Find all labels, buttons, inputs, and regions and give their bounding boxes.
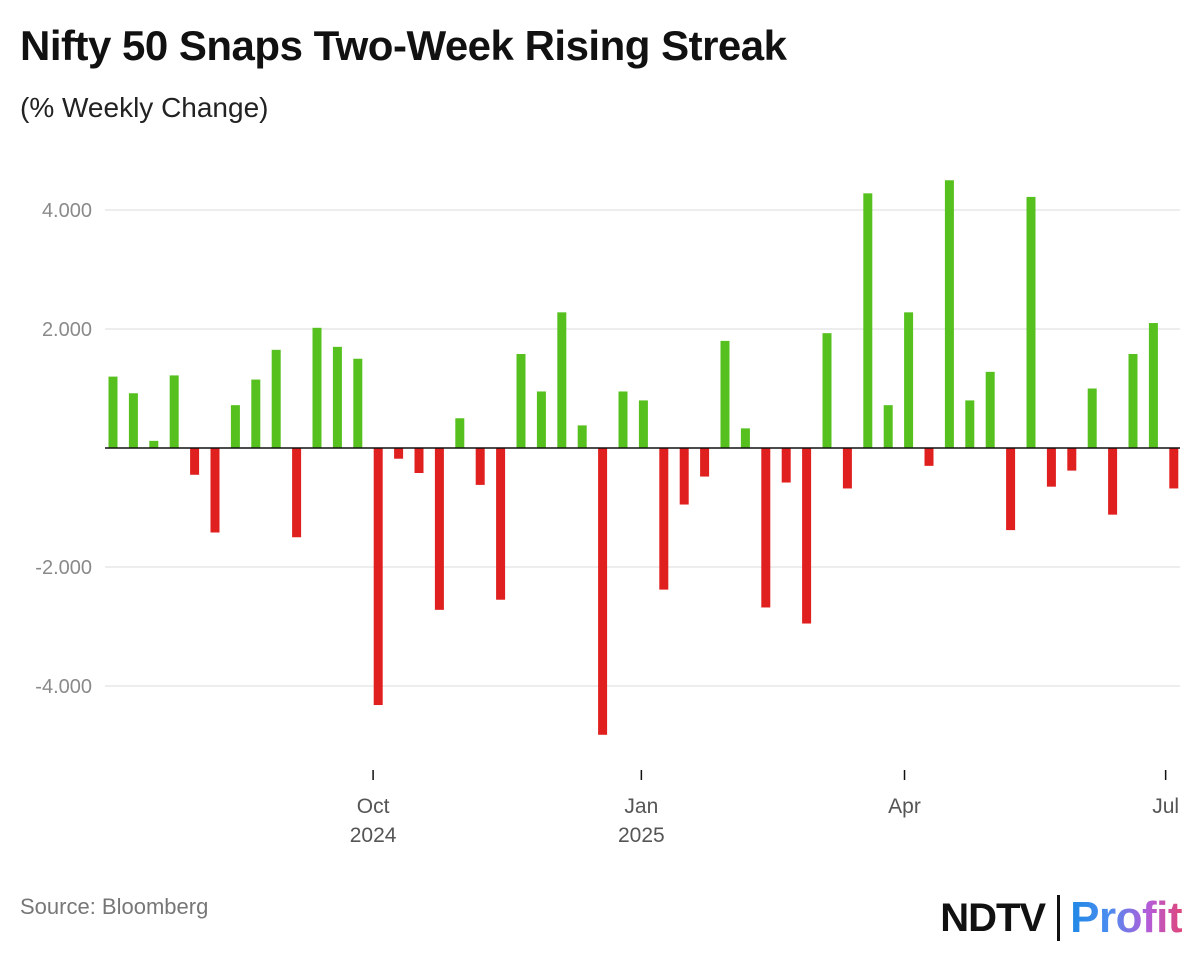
x-tick-label: Oct: [357, 795, 390, 818]
bar: [1148, 323, 1158, 448]
x-tick-label: Jul: [1152, 795, 1179, 818]
bar: [659, 448, 669, 590]
y-tick-label: 2.000: [42, 319, 92, 341]
bar: [292, 448, 302, 538]
bar: [373, 448, 383, 706]
bar: [720, 340, 730, 448]
bar: [312, 327, 322, 448]
bar: [985, 371, 995, 448]
bar: [516, 353, 526, 448]
bar: [638, 400, 648, 448]
chart-subtitle: (% Weekly Change): [20, 92, 269, 123]
bar: [536, 391, 546, 448]
bar: [190, 448, 200, 475]
bar: [842, 448, 852, 489]
bar: [679, 448, 689, 505]
x-tick-label: Jan: [624, 795, 658, 818]
x-tick-year-label: 2025: [618, 824, 665, 847]
bar: [1087, 388, 1097, 448]
bar: [353, 358, 363, 448]
bar: [128, 393, 138, 448]
bar: [700, 448, 710, 477]
bar: [149, 440, 159, 448]
bar: [1067, 448, 1077, 471]
bar: [965, 400, 975, 448]
chart-title: Nifty 50 Snaps Two-Week Rising Streak: [20, 22, 787, 69]
bar: [1046, 448, 1056, 487]
bar: [802, 448, 812, 624]
bar: [781, 448, 791, 483]
bar: [1128, 353, 1138, 448]
bar: [332, 346, 342, 448]
bar: [475, 448, 485, 485]
bar: [822, 333, 832, 448]
x-tick-label: Apr: [888, 795, 921, 818]
logo-ndtv-text: NDTV: [940, 895, 1046, 940]
bar: [108, 376, 118, 448]
bar: [455, 418, 465, 448]
ndtv-profit-logo: NDTV Profit: [940, 890, 1182, 946]
bar: [414, 448, 424, 473]
bar: [1026, 196, 1036, 448]
y-tick-label: -2.000: [35, 557, 92, 579]
y-tick-label: -4.000: [35, 676, 92, 698]
source-note: Source: Bloomberg: [20, 894, 209, 919]
bar: [618, 391, 628, 448]
bar: [251, 379, 261, 448]
bar: [557, 312, 567, 448]
bar: [577, 425, 587, 448]
bar: [1108, 448, 1118, 515]
bar: [944, 180, 954, 448]
bar-chart: 4.000 2.000 -2.000 -4.000 Oct 2024 Jan 2025 Apr J…: [35, 180, 1180, 847]
bar: [434, 448, 444, 610]
bar: [924, 448, 934, 466]
logo-profit-text: Profit: [1070, 893, 1182, 942]
bar: [863, 193, 873, 448]
bar: [394, 448, 404, 459]
bar: [1169, 448, 1179, 489]
y-tick-label: 4.000: [42, 200, 92, 222]
bar: [169, 375, 179, 448]
bar: [740, 428, 750, 448]
bar: [904, 312, 914, 448]
bar: [883, 405, 893, 448]
bar: [496, 448, 506, 600]
bar: [1006, 448, 1016, 531]
bar: [598, 448, 608, 735]
x-tick-year-label: 2024: [350, 824, 397, 847]
bar: [230, 405, 240, 448]
bar: [761, 448, 771, 608]
logo-divider: [1057, 895, 1061, 941]
bar: [271, 349, 281, 448]
bar: [210, 448, 220, 533]
